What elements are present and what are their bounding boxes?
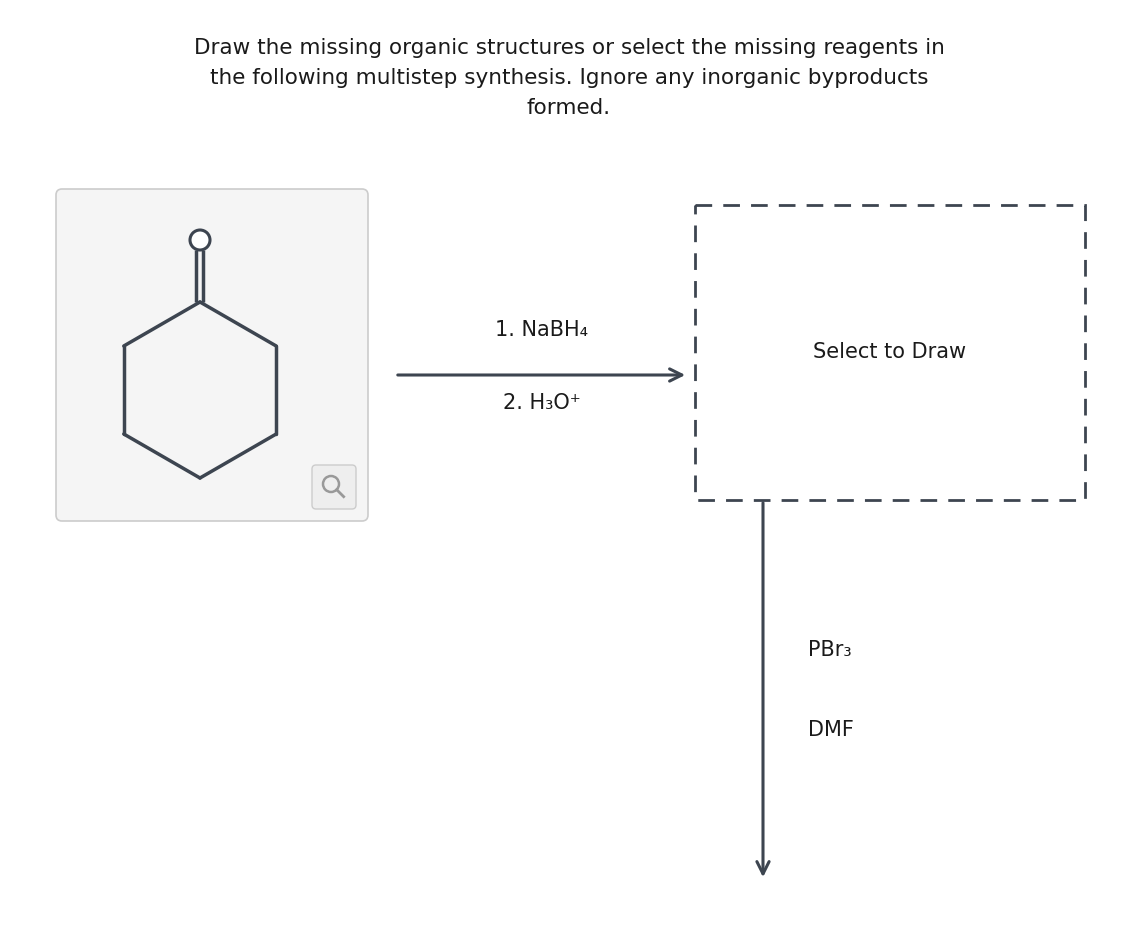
Text: the following multistep synthesis. Ignore any inorganic byproducts: the following multistep synthesis. Ignor… xyxy=(209,68,929,88)
Text: PBr₃: PBr₃ xyxy=(808,640,851,660)
FancyBboxPatch shape xyxy=(312,465,356,509)
Circle shape xyxy=(190,230,211,250)
FancyBboxPatch shape xyxy=(56,189,368,521)
Text: Draw the missing organic structures or select the missing reagents in: Draw the missing organic structures or s… xyxy=(193,38,945,58)
Text: formed.: formed. xyxy=(527,98,611,118)
Bar xyxy=(695,205,1085,500)
Text: Select to Draw: Select to Draw xyxy=(814,343,966,363)
Text: 1. NaBH₄: 1. NaBH₄ xyxy=(495,320,588,340)
Text: 2. H₃O⁺: 2. H₃O⁺ xyxy=(503,393,580,413)
Text: DMF: DMF xyxy=(808,720,854,740)
